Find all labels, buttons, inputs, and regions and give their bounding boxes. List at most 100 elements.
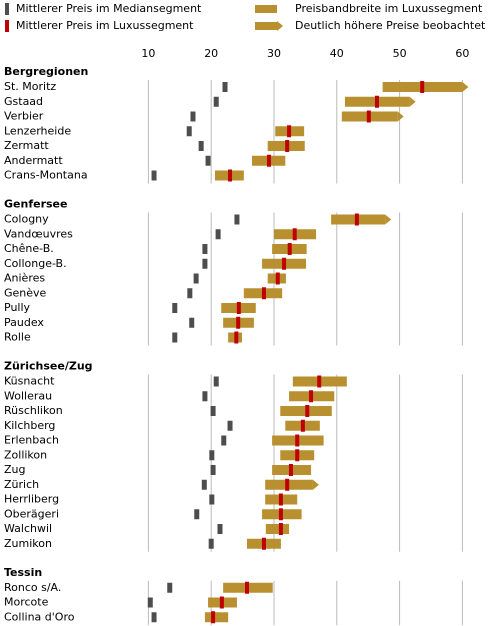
row-label: Ronco s/A.: [4, 581, 61, 594]
median-marker: [201, 479, 207, 490]
luxury-marker: [354, 213, 359, 226]
row-label: Cologny: [4, 213, 49, 226]
x-tick-label: 10: [141, 47, 155, 60]
median-marker: [190, 111, 196, 122]
legend-luxury-icon: [5, 20, 9, 32]
row-label: Pully: [4, 301, 31, 314]
row-label: St. Moritz: [4, 80, 56, 93]
median-marker: [172, 332, 178, 343]
row-label: Herrliberg: [4, 493, 59, 506]
median-marker: [151, 612, 157, 623]
row-label: Genève: [4, 286, 47, 299]
luxury-marker: [287, 243, 292, 255]
legend-arrow-head: [277, 21, 283, 31]
median-marker: [215, 229, 221, 240]
median-marker: [172, 303, 178, 313]
luxury-marker: [292, 228, 297, 241]
row-label: Gstaad: [4, 95, 43, 108]
x-tick-label: 50: [393, 47, 407, 60]
median-marker: [193, 273, 199, 284]
luxury-marker: [374, 95, 379, 108]
row-label: Vandœuvres: [4, 227, 73, 240]
luxury-marker: [261, 537, 266, 550]
median-marker: [205, 155, 211, 166]
median-marker: [194, 509, 200, 520]
legend-label: Deutlich höhere Preise beobachtet: [295, 19, 486, 32]
luxury-marker: [288, 464, 293, 476]
legend-label: Preisbandbreite im Luxussegment: [295, 2, 483, 15]
luxury-marker: [266, 154, 271, 167]
x-tick-label: 40: [330, 47, 344, 60]
arrow-head: [397, 111, 404, 122]
legend-median-icon: [5, 3, 9, 15]
row-label: Walchwil: [4, 522, 52, 535]
median-marker: [151, 170, 157, 181]
x-tick-label: 60: [455, 47, 469, 60]
row-label: Erlenbach: [4, 434, 59, 447]
row-label: Verbier: [4, 110, 44, 123]
luxury-marker: [278, 493, 283, 506]
median-marker: [213, 376, 219, 387]
median-marker: [202, 391, 208, 402]
median-marker: [198, 141, 204, 151]
luxury-marker: [295, 434, 300, 447]
luxury-marker: [261, 287, 266, 300]
median-marker: [221, 435, 227, 446]
luxury-marker: [285, 140, 290, 152]
group-header: Tessin: [4, 566, 42, 579]
median-marker: [208, 538, 214, 549]
luxury-marker: [420, 81, 425, 93]
row-label: Anières: [4, 272, 45, 285]
legend-label: Mittlerer Preis im Luxussegment: [16, 19, 194, 32]
luxury-marker: [211, 611, 216, 624]
median-marker: [234, 214, 240, 225]
x-tick-label: 20: [204, 47, 218, 60]
row-label: Crans-Montana: [4, 169, 88, 182]
luxury-marker: [300, 419, 305, 432]
luxury-marker: [275, 272, 280, 285]
median-marker: [217, 524, 223, 534]
row-label: Lenzerheide: [4, 124, 71, 137]
range-bar: [204, 612, 229, 623]
row-label: Zug: [4, 463, 26, 476]
range-bar: [265, 524, 290, 534]
luxury-marker: [366, 110, 371, 123]
group-header: Bergregionen: [4, 65, 88, 78]
group-header: Genfersee: [4, 198, 67, 211]
median-marker: [210, 465, 216, 475]
row-label: Chêne-B.: [4, 242, 54, 255]
luxury-marker: [317, 375, 322, 388]
row-label: Andermatt: [4, 154, 63, 167]
row-label: Rüschlikon: [4, 404, 63, 417]
row-label: Zermatt: [4, 139, 49, 152]
median-marker: [210, 406, 216, 416]
luxury-marker: [234, 331, 239, 344]
legend-range-icon: [255, 5, 277, 13]
luxury-marker: [228, 169, 233, 182]
median-marker: [209, 450, 215, 461]
luxury-marker: [295, 449, 300, 462]
row-label: Wollerau: [4, 389, 52, 402]
median-marker: [202, 244, 208, 254]
median-marker: [186, 126, 192, 137]
median-marker: [213, 96, 219, 107]
luxury-marker: [305, 405, 310, 417]
median-marker: [227, 420, 233, 431]
median-marker: [147, 597, 153, 608]
row-label: Rolle: [4, 331, 31, 344]
row-label: Collina d'Oro: [4, 610, 75, 623]
median-marker: [209, 494, 215, 505]
row-label: Morcote: [4, 596, 49, 609]
arrow-head: [409, 96, 416, 107]
row-label: Zürich: [4, 478, 39, 491]
luxury-marker: [309, 390, 314, 403]
row-label: Oberägeri: [4, 507, 59, 520]
row-label: Collonge-B.: [4, 257, 67, 270]
legend-label: Mittlerer Preis im Mediansegment: [16, 2, 202, 15]
median-marker: [202, 258, 208, 269]
arrow-head: [462, 82, 469, 92]
luxury-marker: [278, 523, 283, 535]
median-marker: [167, 582, 173, 593]
luxury-marker: [287, 125, 292, 138]
